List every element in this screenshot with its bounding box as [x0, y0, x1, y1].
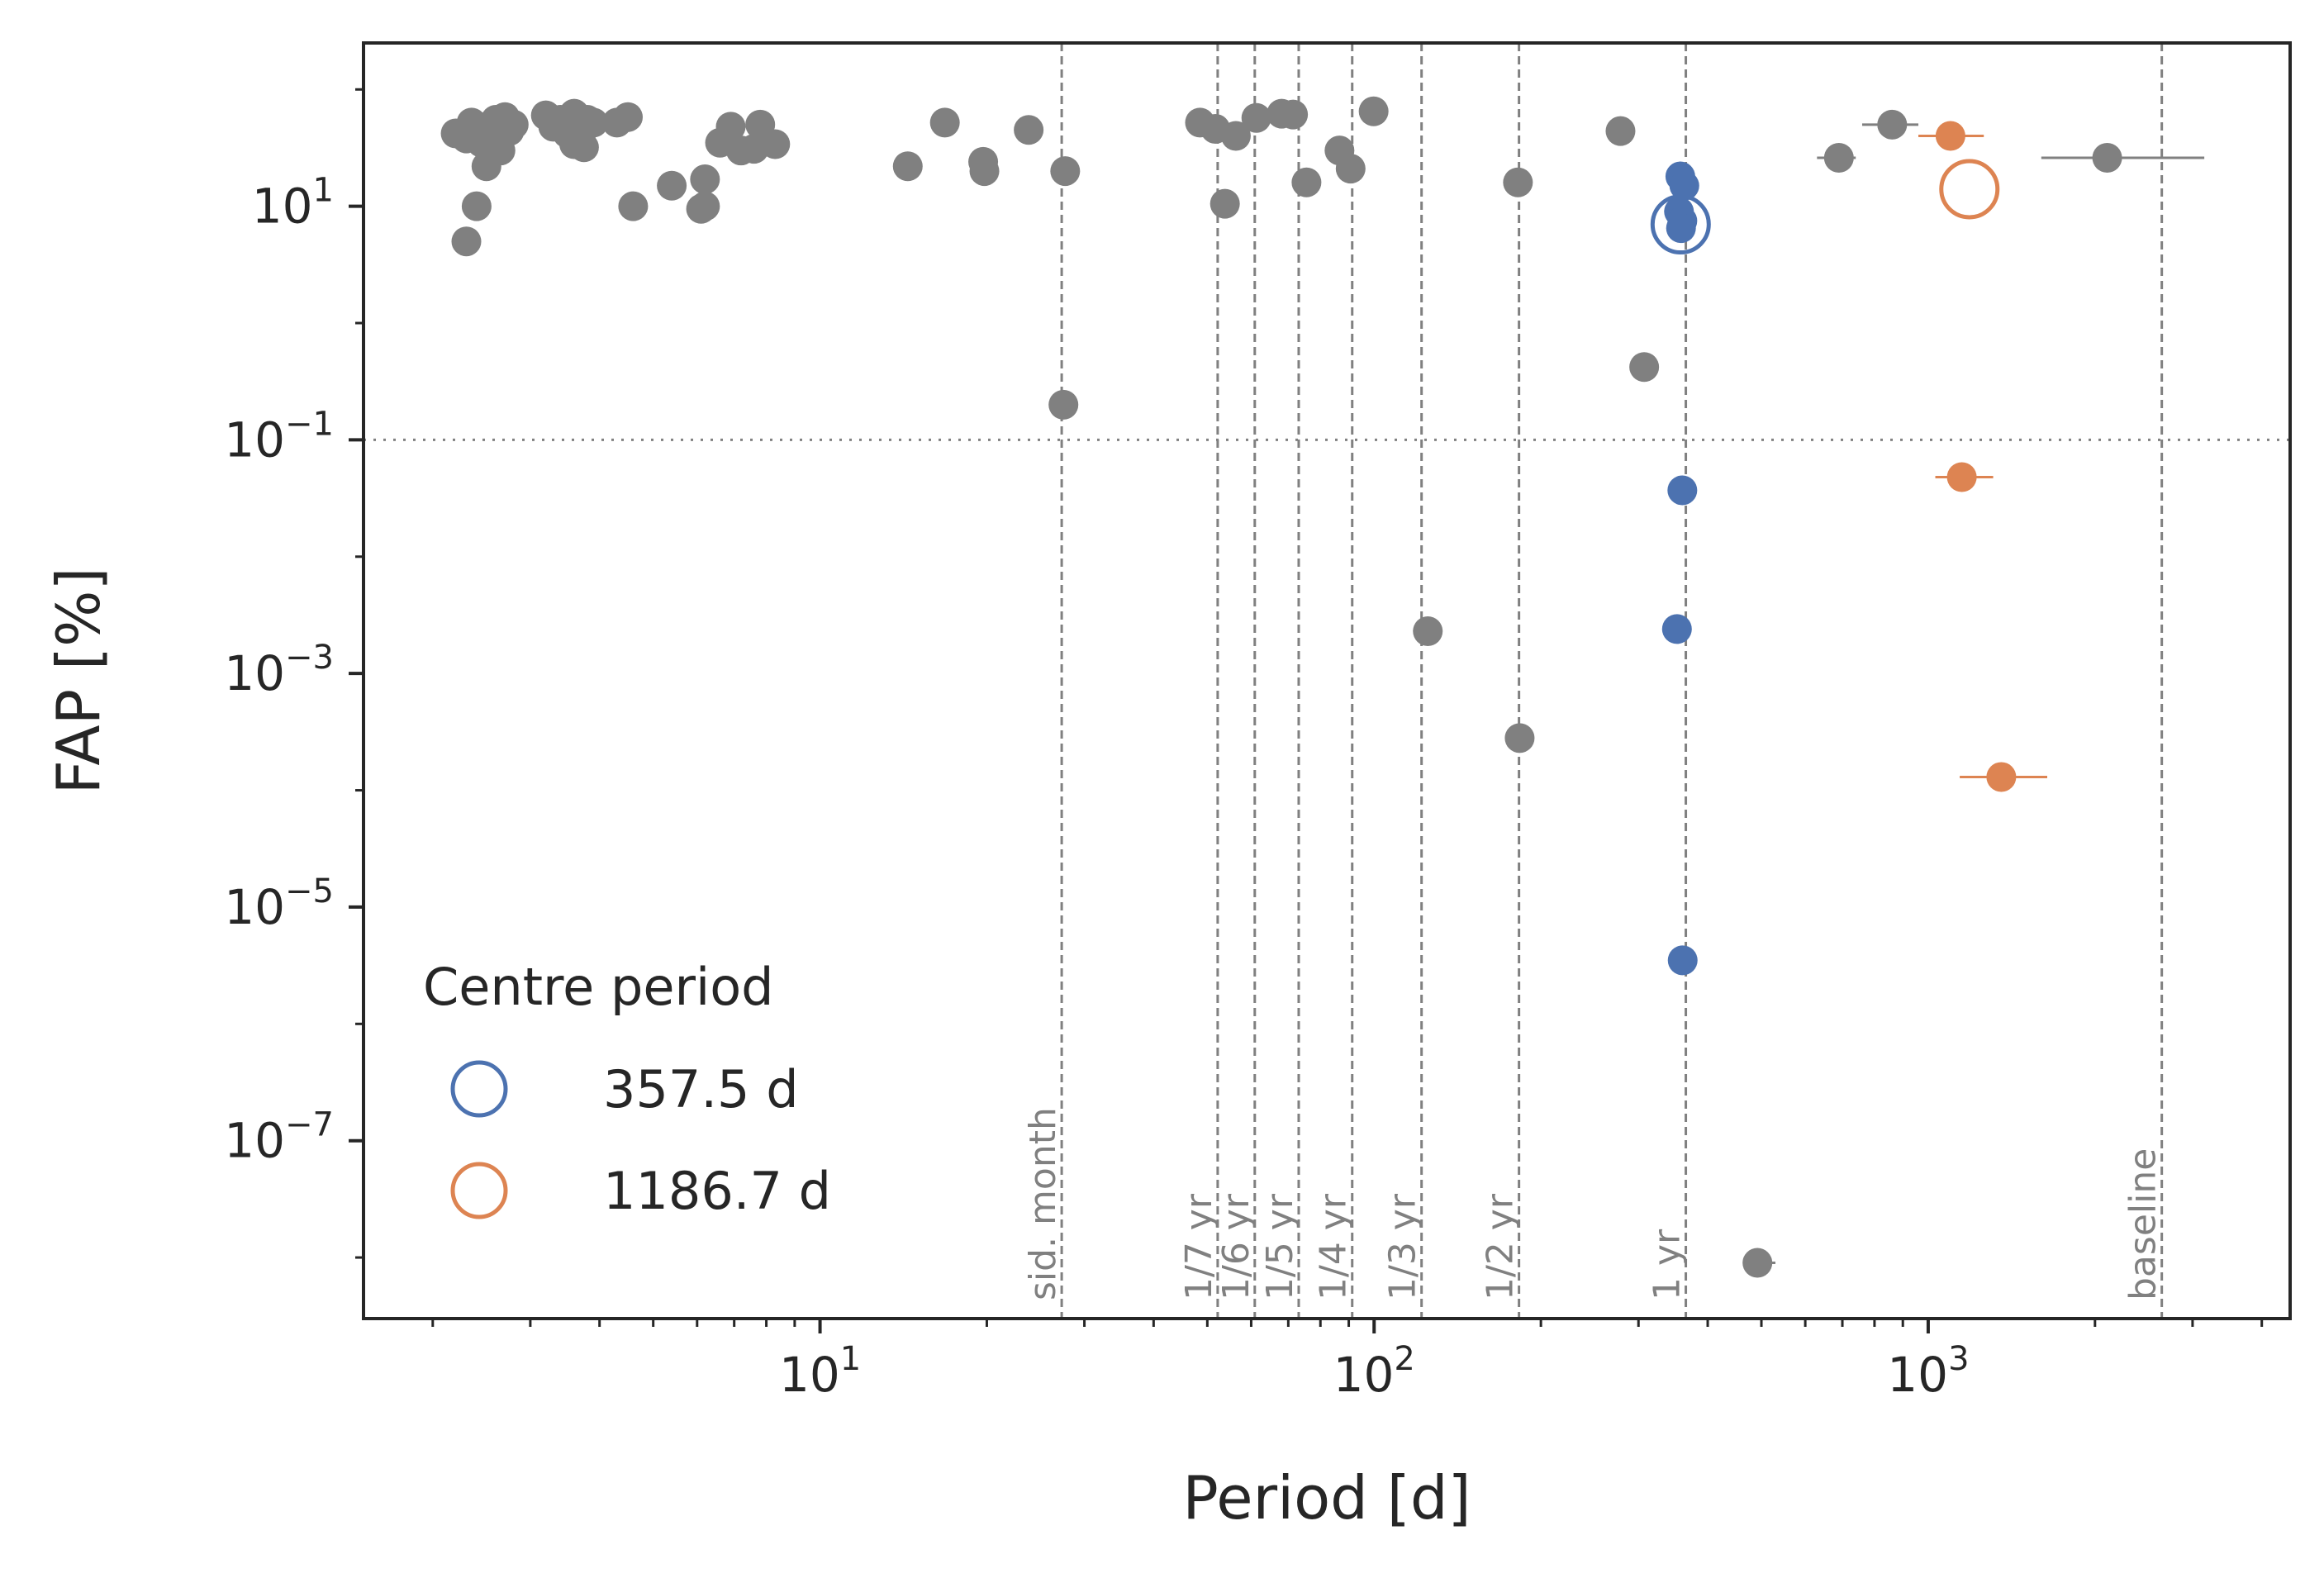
- point-0-22: [578, 107, 609, 138]
- vline-label-0: sid. month: [1022, 1107, 1064, 1300]
- point-0-44: [1048, 389, 1079, 420]
- legend-marker-0: [450, 1060, 508, 1118]
- y-tick-label-3: 10−5: [224, 872, 334, 935]
- point-0-54: [1335, 154, 1366, 184]
- legend-title: Centre period: [423, 957, 774, 1017]
- point-1-5: [1667, 475, 1698, 506]
- point-0-41: [969, 156, 1000, 187]
- vertical-reference-lines: [1060, 43, 2164, 1319]
- point-0-47: [1210, 188, 1240, 219]
- y-tick-label-0: 101: [252, 172, 334, 235]
- point-0-37: [760, 129, 791, 159]
- point-0-14: [498, 109, 529, 140]
- vline-label-2: 1/6 yr: [1215, 1193, 1257, 1300]
- vline-label-5: 1/3 yr: [1382, 1193, 1424, 1300]
- vline-label-1: 1/7 yr: [1178, 1193, 1220, 1300]
- point-2-0: [1935, 121, 1965, 151]
- centre-markers: [1650, 159, 2000, 255]
- y-axis-ticks: 101 10−1 10−3 10−5 10−7: [224, 88, 364, 1259]
- point-0-60: [1629, 352, 1660, 383]
- point-0-10: [471, 151, 501, 182]
- point-0-64: [2092, 142, 2122, 173]
- point-0-61: [1742, 1248, 1773, 1278]
- y-tick-label-2: 10−3: [224, 639, 334, 701]
- point-0-38: [892, 151, 923, 182]
- y-tick-label-4: 10−7: [224, 1106, 334, 1169]
- point-1-6: [1661, 614, 1692, 644]
- point-0-52: [1291, 167, 1322, 197]
- vertical-line-labels: sid. month 1/7 yr1/6 yr 1/5 yr 1/4 yr 1/3 yr…: [1022, 1107, 2165, 1300]
- centre-marker-1: [1650, 194, 1711, 255]
- point-0-27: [618, 191, 649, 221]
- point-0-49: [1241, 102, 1271, 133]
- y-axis-label: FAP [%]: [44, 568, 113, 795]
- vline-label-6: 1/2 yr: [1480, 1193, 1522, 1300]
- x-tick-label-1: 102: [1333, 1340, 1415, 1403]
- point-0-62: [1823, 142, 1854, 173]
- point-1-1: [1669, 170, 1699, 201]
- point-0-30: [690, 191, 720, 221]
- centre-marker-2: [1939, 159, 2000, 220]
- point-0-39: [929, 107, 960, 138]
- vline-label-8: baseline: [2122, 1148, 2165, 1300]
- legend: Centre period 357.5 d 1186.7 d: [423, 957, 831, 1221]
- point-0-56: [1413, 616, 1443, 647]
- point-0-12: [461, 191, 492, 221]
- legend-entry-label-1: 1186.7 d: [603, 1161, 831, 1221]
- point-0-11: [451, 226, 482, 257]
- point-0-24: [568, 132, 599, 163]
- x-axis-label: Period [d]: [1182, 1463, 1471, 1533]
- legend-entry-label-0: 357.5 d: [603, 1059, 799, 1119]
- y-tick-label-1: 10−1: [224, 405, 334, 468]
- point-0-33: [715, 112, 746, 142]
- point-0-58: [1504, 723, 1535, 753]
- plot-frame: [362, 41, 2292, 1320]
- data-points: [440, 96, 2122, 1278]
- point-0-26: [612, 102, 643, 132]
- point-0-43: [1050, 156, 1081, 187]
- point-1-4: [1666, 213, 1696, 244]
- vline-label-4: 1/4 yr: [1313, 1193, 1355, 1300]
- x-axis-ticks: 101 102 103: [431, 1319, 2264, 1403]
- point-2-2: [1986, 762, 2017, 792]
- x-tick-label-2: 103: [1887, 1340, 1969, 1403]
- point-0-42: [1014, 115, 1044, 145]
- point-0-57: [1503, 167, 1533, 197]
- point-1-7: [1667, 945, 1698, 976]
- point-0-31: [690, 164, 720, 195]
- point-0-51: [1278, 99, 1309, 130]
- legend-marker-1: [450, 1162, 508, 1219]
- point-0-28: [657, 170, 687, 201]
- vline-label-7: 1 yr: [1647, 1229, 1689, 1300]
- x-tick-label-0: 101: [779, 1340, 861, 1403]
- point-0-59: [1605, 116, 1636, 146]
- vline-label-3: 1/5 yr: [1259, 1193, 1301, 1300]
- point-2-1: [1946, 462, 1977, 492]
- point-0-55: [1358, 96, 1389, 126]
- point-0-63: [1877, 109, 1908, 140]
- point-0-48: [1220, 121, 1251, 151]
